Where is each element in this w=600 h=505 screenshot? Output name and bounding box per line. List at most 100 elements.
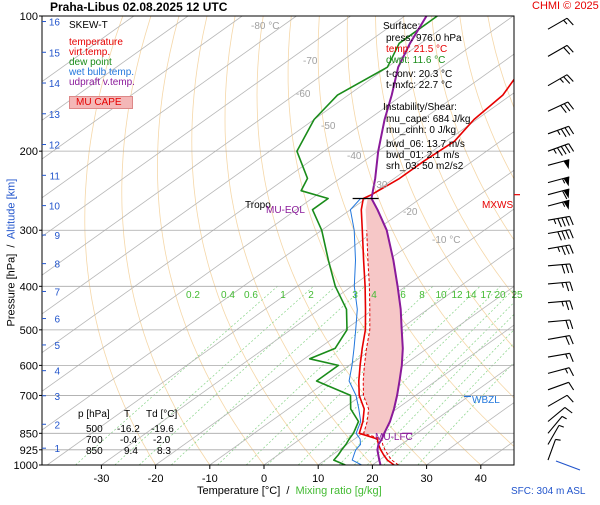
wind-barb <box>548 336 573 345</box>
wind-barb <box>548 75 573 86</box>
wind-barb-flag <box>558 219 562 228</box>
wind-barb-flag <box>569 368 573 376</box>
instability-mucape: mu_cape: 684 J/kg <box>386 114 471 125</box>
wind-barb-flag <box>561 129 566 137</box>
wind-barb <box>548 425 564 444</box>
altitude-tick-label: 11 <box>50 171 61 182</box>
mixing-ratio-label: 12 <box>451 290 463 301</box>
annotation-mu-eql: MU-EQL <box>266 205 305 216</box>
wind-barb-flag <box>569 144 574 152</box>
y-axis-altitude-label: Altitude [km] <box>6 179 18 240</box>
temperature-tick-label: 20 <box>366 473 378 485</box>
instability-title: Instability/Shear: <box>383 102 457 113</box>
wind-barb-flag <box>562 218 566 227</box>
pressure-tick-label: 100 <box>20 11 38 23</box>
level-table-cell: -16.2 <box>117 424 140 435</box>
wind-barb-pennant <box>564 160 570 170</box>
altitude-tick-label: 2 <box>54 420 60 431</box>
annotation-mu-lfc: MU-LFC <box>375 432 413 443</box>
altitude-tick-label: 1 <box>54 444 60 455</box>
wind-barb-flag <box>564 47 570 54</box>
isotherm-label: -50 <box>321 121 336 132</box>
temperature-tick-label: -10 <box>202 473 218 485</box>
isotherm-label: -10 °C <box>432 235 460 246</box>
wind-barb-flag <box>561 146 566 154</box>
wind-barb-flag <box>570 353 574 362</box>
wind-barb <box>548 264 573 274</box>
mixing-ratio-label: 0.6 <box>244 290 258 301</box>
mixing-ratio-label: 8 <box>419 290 425 301</box>
wind-barb <box>548 395 573 406</box>
pressure-tick-label: 600 <box>20 360 38 372</box>
y-axis-separator: / <box>6 245 18 248</box>
wind-barb-staff <box>548 18 567 29</box>
temperature-tick-label: -30 <box>93 473 109 485</box>
wind-barb-flag <box>570 336 574 345</box>
wind-barb-flag <box>570 264 573 273</box>
pressure-tick-label: 850 <box>20 428 38 440</box>
wind-barb <box>548 439 561 460</box>
wind-barb-staff <box>548 75 567 86</box>
mixing-ratio-label: 2 <box>308 290 314 301</box>
surface-temp: temp: 21.5 °C <box>386 44 447 55</box>
wind-barb <box>548 160 569 170</box>
wind-barb <box>548 102 574 113</box>
wind-barb-flag <box>561 105 567 112</box>
mixing-ratio-label: 17 <box>480 290 492 301</box>
mixing-ratio-label: 4 <box>371 290 377 301</box>
wind-barb-staff <box>548 102 568 111</box>
isotherm-label: -20 <box>403 207 418 218</box>
wind-barb-half-flag <box>562 416 567 419</box>
mixing-ratio-label: 3 <box>352 290 358 301</box>
legend-item-mu-cape: MU CAPE <box>69 96 133 109</box>
temperature-tick-label: 10 <box>312 473 324 485</box>
wind-barb <box>548 177 569 187</box>
temperature-tick-label: -20 <box>148 473 164 485</box>
wind-barb <box>548 230 573 241</box>
wind-barb-flag <box>564 77 570 84</box>
dry-adiabat <box>192 16 318 465</box>
legend-title: SKEW-T <box>69 20 108 31</box>
dry-adiabat <box>572 16 600 465</box>
wind-barb-flag <box>566 246 570 255</box>
wind-barb <box>548 216 573 227</box>
wind-barb-staff <box>548 416 562 433</box>
instability-mucinh: mu_cinh: 0 J/kg <box>386 125 456 136</box>
altitude-tick-label: 8 <box>54 260 60 271</box>
isotherm <box>535 16 600 465</box>
level-table-cell: 9.4 <box>124 446 138 457</box>
altitude-tick-label: 10 <box>49 202 61 213</box>
wind-barb-flag <box>570 282 573 291</box>
wind-barb-flag <box>562 246 566 255</box>
instability-bwd06: bwd_06: 13.7 m/s <box>386 139 465 150</box>
wind-barb <box>548 368 574 376</box>
instability-srh03: srh_03: 50 m2/s2 <box>386 161 463 172</box>
altitude-tick-label: 6 <box>54 315 60 326</box>
pressure-tick-label: 700 <box>20 390 38 402</box>
altitude-tick-label: 15 <box>49 48 61 59</box>
wind-barb-flag <box>564 104 570 111</box>
mixing-ratio-label: 0.2 <box>186 290 200 301</box>
wind-barb-flag <box>568 102 574 109</box>
level-table-cell: 500 <box>86 424 103 435</box>
wind-barb-flag <box>567 395 573 402</box>
altitude-tick-label: 9 <box>54 231 60 242</box>
wind-barb-flag <box>566 282 569 291</box>
wind-barb-half-flag <box>564 20 567 24</box>
wind-barb <box>548 282 573 291</box>
dry-adiabat <box>488 16 600 465</box>
y-axis-pressure-label: Pressure [hPa] <box>6 254 18 327</box>
wind-barb-staff <box>548 45 567 56</box>
surface-tconv: t-conv: 20.3 °C <box>386 69 452 80</box>
chart-title: Praha-Libus 02.08.2025 12 UTC <box>50 1 227 14</box>
pressure-tick-label: 300 <box>20 225 38 237</box>
wind-barb-half-flag <box>562 283 564 288</box>
mixing-ratio-label: 14 <box>465 290 477 301</box>
wind-barb-staff <box>548 382 569 390</box>
altitude-tick-label: 13 <box>49 110 61 121</box>
wind-barb <box>548 189 569 199</box>
mixing-ratio-label: 25 <box>511 290 523 301</box>
x-axis-separator: / <box>286 485 289 497</box>
wind-barb-flag <box>567 45 573 52</box>
